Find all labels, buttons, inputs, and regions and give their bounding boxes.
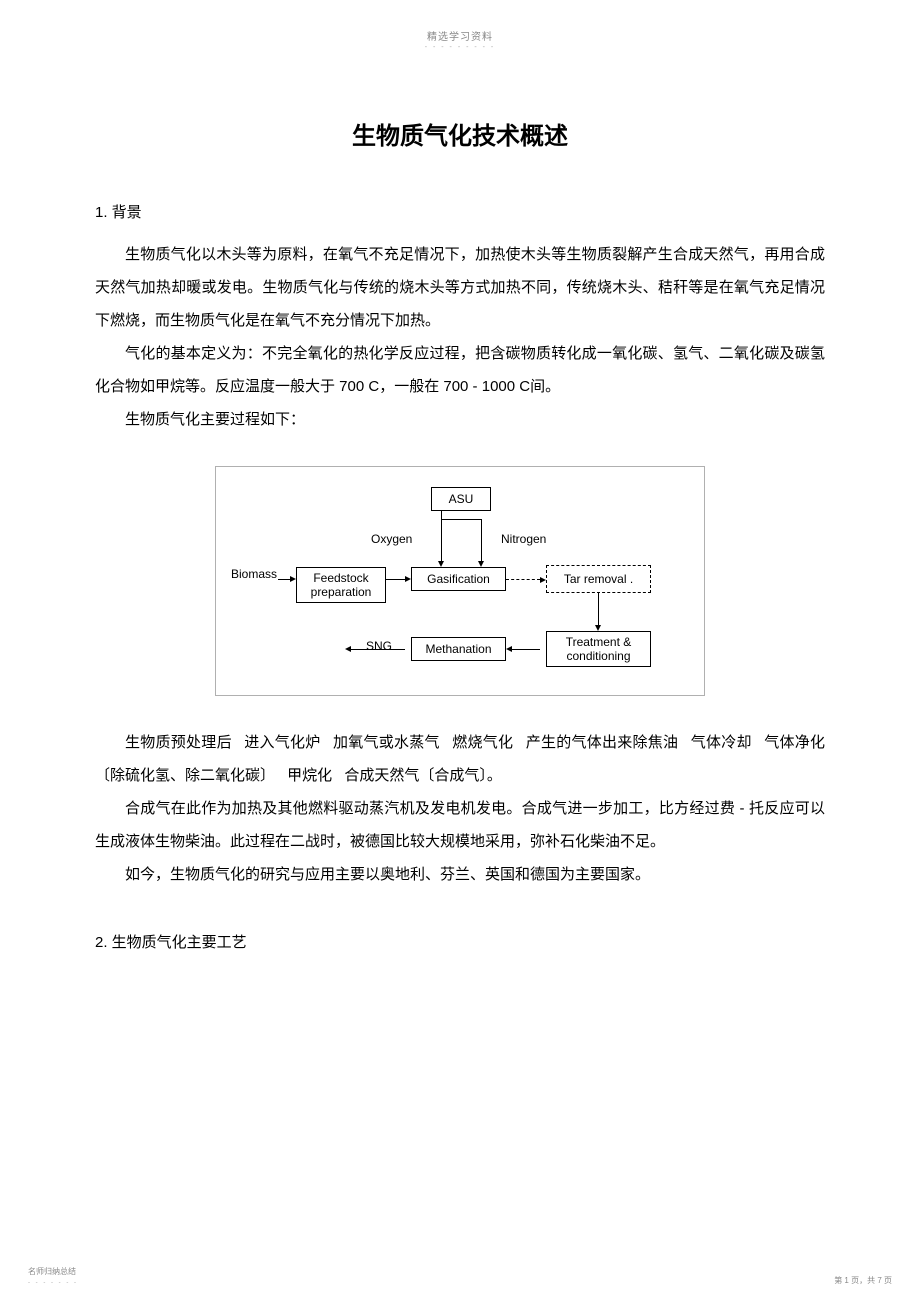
- arrow-methanation-sng: [351, 649, 405, 650]
- arrow-biomass-feedstock: [278, 579, 290, 580]
- arrow-asu-split: [441, 519, 481, 520]
- arrow-gasification-tar: [506, 579, 540, 580]
- paragraph-1: 生物质气化以木头等为原料，在氧气不充足情况下，加热使木头等生物质裂解产生合成天然…: [95, 238, 825, 337]
- arrow-tar-treatment: [598, 593, 599, 625]
- diagram-label-biomass: Biomass: [231, 567, 277, 581]
- paragraph-3: 生物质气化主要过程如下：: [95, 403, 825, 436]
- paragraph-4: 生物质预处理后 进入气化炉 加氧气或水蒸气 燃烧气化 产生的气体出来除焦油 气体…: [95, 726, 825, 792]
- diagram-label-oxygen: Oxygen: [371, 532, 412, 546]
- footer-left: 名师归纳总结 - - - - - - -: [28, 1266, 78, 1286]
- arrow-asu-left-h: [441, 511, 442, 519]
- diagram-box-methanation: Methanation: [411, 637, 506, 661]
- footer-right: 第 1 页，共 7 页: [834, 1275, 892, 1286]
- paragraph-5: 合成气在此作为加热及其他燃料驱动蒸汽机及发电机发电。合成气进一步加工，比方经过费…: [95, 792, 825, 858]
- header-watermark: 精选学习资料: [0, 0, 920, 43]
- footer-left-dots: - - - - - - -: [28, 1280, 78, 1286]
- arrow-feedstock-gasification: [386, 579, 405, 580]
- section-2-heading: 2. 生物质气化主要工艺: [95, 931, 825, 952]
- process-diagram: ASU Oxygen Nitrogen Biomass Feedstock pr…: [215, 466, 705, 696]
- main-content: 生物质气化技术概述 1. 背景 生物质气化以木头等为原料，在氧气不充足情况下，加…: [0, 116, 920, 952]
- arrow-nitrogen-down: [481, 519, 482, 561]
- diagram-box-gasification: Gasification: [411, 567, 506, 591]
- diagram-box-treatment: Treatment & conditioning: [546, 631, 651, 667]
- diagram-label-sng: SNG: [366, 639, 392, 653]
- section-1-heading: 1. 背景: [95, 201, 825, 222]
- page-title: 生物质气化技术概述: [95, 116, 825, 151]
- diagram-box-feedstock: Feedstock preparation: [296, 567, 386, 603]
- diagram-box-tar: Tar removal .: [546, 565, 651, 593]
- diagram-box-asu: ASU: [431, 487, 491, 511]
- diagram-label-nitrogen: Nitrogen: [501, 532, 546, 546]
- header-dots: - - - - - - - - -: [0, 44, 920, 51]
- paragraph-2: 气化的基本定义为：不完全氧化的热化学反应过程，把含碳物质转化成一氧化碳、氢气、二…: [95, 337, 825, 403]
- arrow-treatment-methanation: [512, 649, 540, 650]
- arrow-oxygen-down: [441, 519, 442, 561]
- footer-left-text: 名师归纳总结: [28, 1267, 76, 1276]
- paragraph-6: 如今，生物质气化的研究与应用主要以奥地利、芬兰、英国和德国为主要国家。: [95, 858, 825, 891]
